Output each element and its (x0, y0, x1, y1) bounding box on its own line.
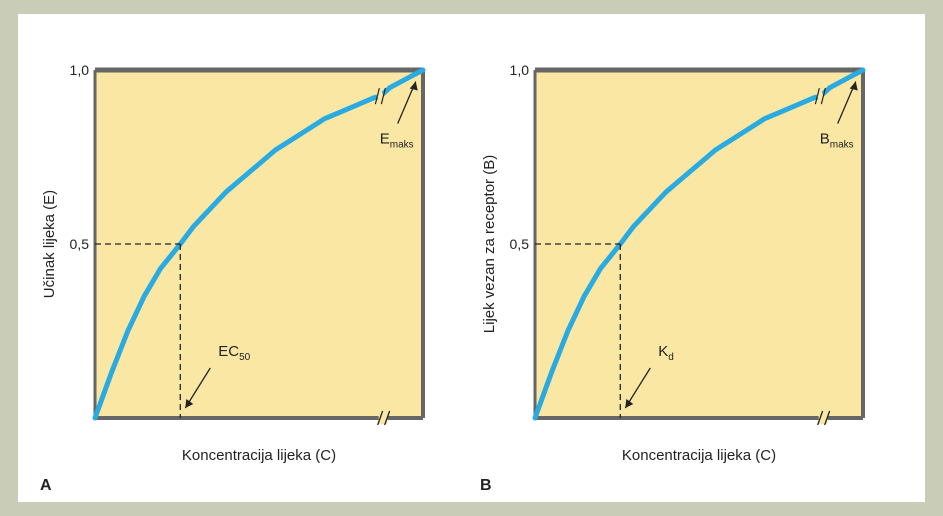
axis-break-gap (378, 412, 388, 424)
axis-break-mark (817, 410, 824, 426)
plot-area (95, 70, 423, 418)
x-axis-title: Koncentracija lijeka (C) (182, 447, 336, 464)
curve-break-mark (814, 87, 820, 105)
y-tick-label: 1,0 (510, 62, 530, 78)
y-axis-title: Učinak lijeka (E) (41, 190, 58, 298)
arrowhead (849, 81, 858, 91)
axis-break-mark (824, 410, 831, 426)
curve-break-mark (374, 87, 380, 105)
panel-letter: B (480, 477, 492, 494)
figure-frame: 1,0 0,5 EC50 Emaks Koncentracija lijeka (C) U… (18, 14, 925, 502)
panel-letter: A (40, 477, 52, 494)
y-axis-title: Lijek vezan za receptor (B) (481, 155, 498, 333)
curve-break-mark (820, 87, 826, 105)
arrowhead (409, 81, 418, 91)
annotation-subscript: d (668, 352, 674, 363)
y-tick-label: 0,5 (510, 236, 530, 252)
y-tick-label: 0,5 (70, 236, 90, 252)
annotation-subscript: 50 (239, 352, 251, 363)
annotation-subscript: maks (830, 139, 854, 150)
arrowhead (625, 399, 634, 408)
axis-break-mark (377, 410, 384, 426)
plot-area (535, 70, 863, 418)
axis-break-gap (818, 412, 828, 424)
arrowhead (185, 399, 194, 408)
curve-break-mark (380, 87, 386, 105)
y-tick-label: 1,0 (70, 62, 90, 78)
axis-break-mark (384, 410, 391, 426)
annotation-subscript: maks (390, 139, 414, 150)
x-axis-title: Koncentracija lijeka (C) (622, 447, 776, 464)
